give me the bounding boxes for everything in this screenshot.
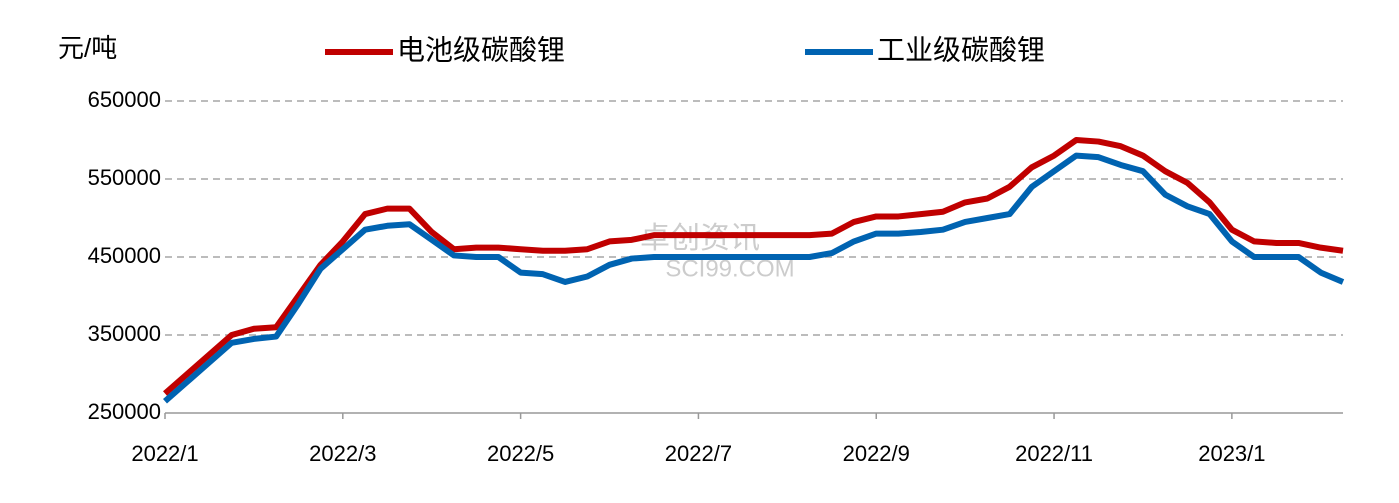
watermark: 卓创资讯 xyxy=(640,222,760,255)
legend-label: 电池级碳酸锂 xyxy=(397,34,565,65)
x-tick-label: 2023/1 xyxy=(1198,441,1265,466)
y-tick-label: 550000 xyxy=(88,165,161,190)
x-tick-label: 2022/7 xyxy=(665,441,732,466)
x-tick-label: 2022/1 xyxy=(131,441,198,466)
series-line xyxy=(163,137,1344,396)
y-tick-label: 450000 xyxy=(88,243,161,268)
x-tick-label: 2022/9 xyxy=(843,441,910,466)
y-tick-label: 650000 xyxy=(88,87,161,112)
x-tick-label: 2022/3 xyxy=(309,441,376,466)
x-tick-label: 2022/11 xyxy=(1015,441,1093,466)
y-tick-label: 350000 xyxy=(88,321,161,346)
y-tick-label: 250000 xyxy=(88,399,161,424)
y-axis-label: 元/吨 xyxy=(58,33,117,63)
series-line xyxy=(163,152,1345,404)
x-tick-label: 2022/5 xyxy=(487,441,554,466)
legend-label: 工业级碳酸锂 xyxy=(877,34,1045,65)
